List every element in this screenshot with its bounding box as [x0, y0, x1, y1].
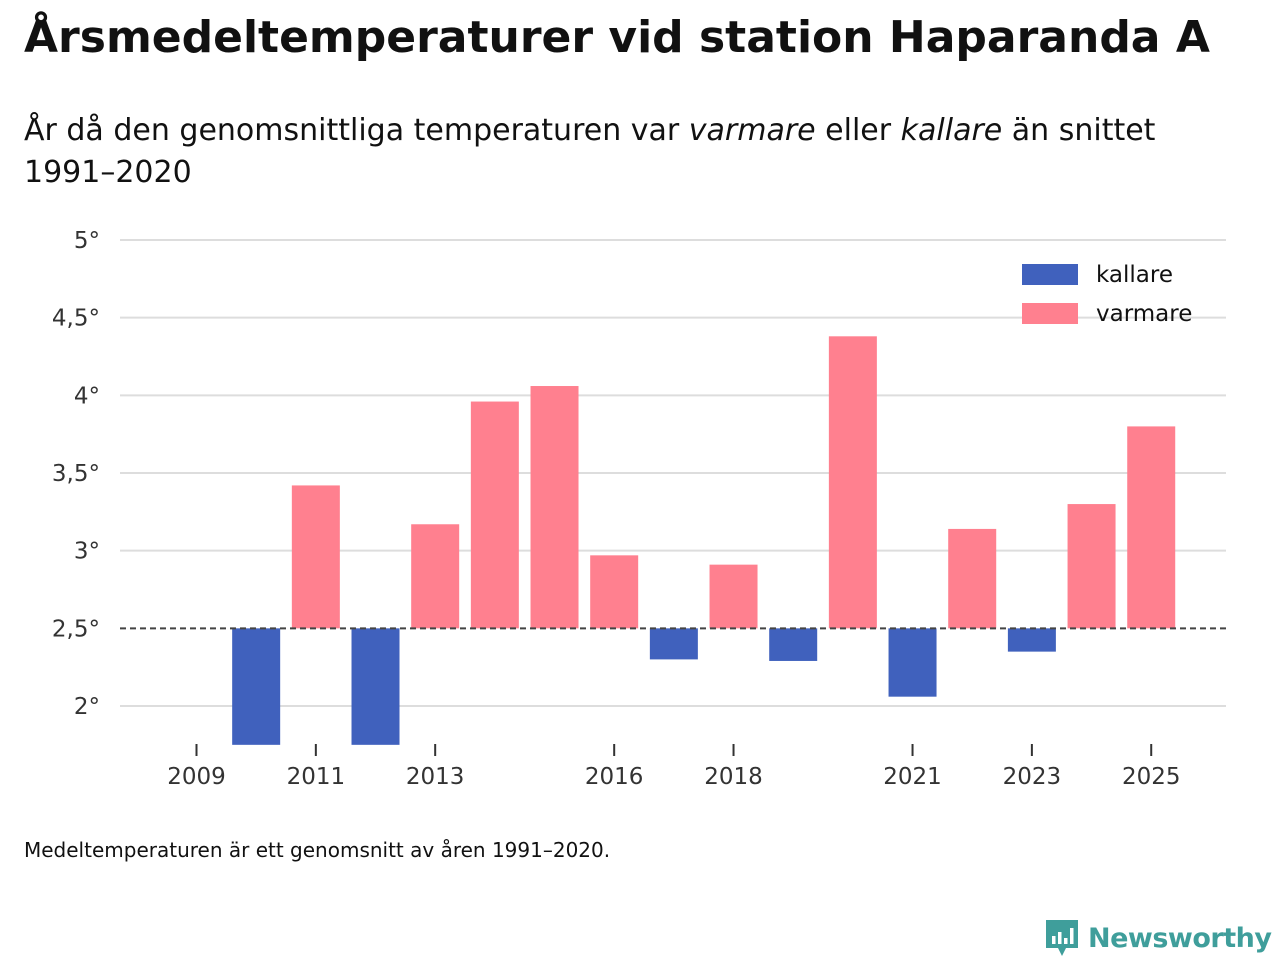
grid-layer — [120, 239, 1226, 707]
bar-2024 — [1067, 504, 1116, 629]
x-tick-label: 2021 — [883, 764, 942, 790]
subtitle-colder-word: kallare — [900, 113, 1003, 148]
x-tick-label: 2025 — [1122, 764, 1181, 790]
x-tick-label: 2009 — [167, 764, 226, 790]
newsworthy-logo[interactable]: Newsworthy — [1044, 918, 1272, 958]
subtitle-part-1: År då den genomsnittliga temperaturen va… — [24, 113, 689, 148]
bar-2019 — [769, 628, 818, 661]
legend: kallare varmare — [1022, 262, 1192, 327]
axis-layer: 2° 2,5° 3° 3,5° 4° 4,5° 5° 2009 2011 2013 2016 2018… — [52, 228, 1181, 790]
legend-label-kallare: kallare — [1096, 262, 1173, 288]
legend-swatch-varmare — [1022, 303, 1078, 324]
bar-2023 — [1007, 628, 1056, 652]
bar-2012 — [351, 628, 400, 745]
x-tick-label: 2013 — [406, 764, 465, 790]
newsworthy-logo-text: Newsworthy — [1088, 922, 1272, 954]
bar-2020 — [828, 336, 877, 629]
bar-2014 — [470, 401, 519, 629]
y-tick-label: 3° — [74, 539, 100, 565]
bar-2021 — [888, 628, 937, 697]
bar-2010 — [232, 628, 281, 745]
y-tick-label: 5° — [74, 228, 100, 254]
subtitle-part-2: eller — [815, 113, 901, 148]
x-tick-label: 2018 — [704, 764, 763, 790]
x-tick-label: 2023 — [1003, 764, 1062, 790]
bar-chart: 2° 2,5° 3° 3,5° 4° 4,5° 5° 2009 2011 2013 2016 2018… — [52, 228, 1226, 790]
bar-2016 — [590, 555, 639, 629]
subtitle-part-3: än snittet 1991–2020 — [24, 113, 1156, 190]
subtitle-warmer-word: varmare — [688, 113, 816, 148]
bar-2018 — [709, 564, 758, 629]
bar-layer — [232, 336, 1176, 745]
newsworthy-logo-icon — [1046, 920, 1078, 956]
y-tick-label: 4° — [74, 383, 100, 409]
x-tick-label: 2016 — [585, 764, 644, 790]
chart-caption: Medeltemperaturen är ett genomsnitt av å… — [24, 838, 611, 862]
bar-2017 — [649, 628, 698, 660]
legend-label-varmare: varmare — [1096, 301, 1192, 327]
y-tick-label: 3,5° — [52, 461, 100, 487]
chart-subtitle: År då den genomsnittliga temperaturen va… — [24, 110, 1224, 194]
y-tick-label: 2° — [74, 694, 100, 720]
legend-swatch-kallare — [1022, 264, 1078, 285]
bar-2025 — [1127, 426, 1176, 629]
bar-2011 — [291, 485, 340, 629]
page-title: Årsmedeltemperaturer vid station Haparan… — [24, 12, 1210, 63]
y-tick-label: 4,5° — [52, 306, 100, 332]
x-tick-label: 2011 — [287, 764, 346, 790]
bar-2015 — [530, 386, 579, 629]
bar-2013 — [411, 524, 460, 629]
y-tick-label: 2,5° — [52, 616, 100, 642]
bar-2022 — [948, 528, 997, 629]
